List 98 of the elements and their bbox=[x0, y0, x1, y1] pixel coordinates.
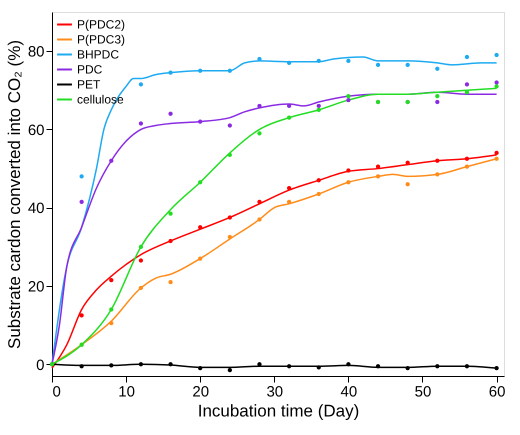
y-tick-label: 60 bbox=[28, 122, 44, 139]
point bbox=[464, 364, 470, 368]
x-tick-label: 40 bbox=[340, 384, 358, 400]
point bbox=[464, 54, 470, 60]
point bbox=[316, 178, 321, 182]
point bbox=[80, 313, 84, 318]
point bbox=[494, 80, 499, 85]
point bbox=[168, 362, 173, 366]
point bbox=[435, 158, 440, 163]
point bbox=[406, 160, 410, 165]
point bbox=[228, 234, 232, 240]
point bbox=[198, 119, 202, 124]
point bbox=[138, 82, 144, 87]
point bbox=[406, 182, 410, 186]
x-tick-label: 0 bbox=[52, 384, 61, 400]
point bbox=[228, 123, 232, 128]
point bbox=[198, 68, 202, 73]
point bbox=[346, 362, 351, 366]
point bbox=[376, 62, 380, 67]
point bbox=[168, 112, 173, 116]
point bbox=[198, 225, 202, 230]
point bbox=[168, 211, 173, 216]
legend-label: PET bbox=[77, 78, 102, 92]
point bbox=[464, 156, 470, 161]
point bbox=[109, 321, 114, 326]
legend-label: P(PDC3) bbox=[77, 32, 126, 46]
x-tick-label: 30 bbox=[266, 384, 284, 400]
point bbox=[435, 364, 440, 368]
point bbox=[346, 98, 351, 102]
x-tick-label: 60 bbox=[488, 384, 506, 400]
point bbox=[494, 84, 499, 88]
point bbox=[109, 307, 114, 312]
y-tick-label: 20 bbox=[28, 278, 44, 296]
x-tick-label: 50 bbox=[414, 384, 432, 400]
point bbox=[286, 364, 292, 368]
point bbox=[435, 100, 440, 104]
point bbox=[168, 70, 173, 75]
point bbox=[346, 168, 351, 173]
point bbox=[168, 238, 173, 244]
point bbox=[138, 362, 144, 366]
point bbox=[80, 200, 84, 204]
point bbox=[464, 164, 470, 169]
point bbox=[138, 244, 144, 249]
point bbox=[346, 58, 351, 64]
point bbox=[286, 60, 292, 65]
point bbox=[376, 364, 380, 368]
point bbox=[138, 286, 144, 290]
point bbox=[435, 66, 440, 71]
point bbox=[316, 192, 321, 196]
point bbox=[316, 58, 321, 64]
legend-label: P(PDC2) bbox=[77, 18, 126, 32]
point bbox=[376, 174, 380, 179]
point bbox=[228, 68, 232, 73]
y-axis-title: Substrate cardon converted into CO₂ (%) bbox=[4, 40, 24, 349]
x-tick-label: 20 bbox=[192, 384, 210, 400]
point bbox=[228, 368, 232, 372]
point bbox=[286, 186, 292, 190]
point bbox=[168, 280, 173, 284]
y-tick-label: 40 bbox=[28, 200, 44, 218]
point bbox=[406, 366, 410, 370]
legend-label: PDC bbox=[77, 62, 103, 76]
legend-label: BHPDC bbox=[77, 48, 120, 62]
x-tick-label: 10 bbox=[118, 384, 135, 400]
point bbox=[138, 258, 144, 263]
y-tick-label: 80 bbox=[28, 44, 44, 61]
x-axis-title: Incubation time (Day) bbox=[198, 402, 360, 420]
point bbox=[346, 94, 351, 98]
point bbox=[257, 200, 262, 204]
point bbox=[257, 362, 262, 366]
point bbox=[109, 278, 114, 282]
point bbox=[494, 366, 499, 370]
point bbox=[80, 174, 84, 179]
point bbox=[286, 200, 292, 204]
point bbox=[464, 82, 470, 87]
point bbox=[198, 180, 202, 184]
point bbox=[316, 104, 321, 108]
point bbox=[228, 215, 232, 220]
point bbox=[257, 131, 262, 136]
point bbox=[198, 366, 202, 370]
point bbox=[109, 363, 114, 368]
point bbox=[494, 156, 499, 161]
point bbox=[286, 116, 292, 120]
point bbox=[109, 158, 114, 163]
point bbox=[80, 364, 84, 368]
point bbox=[316, 365, 321, 370]
point bbox=[198, 256, 202, 261]
point bbox=[228, 152, 232, 157]
point bbox=[257, 217, 262, 222]
point bbox=[494, 150, 499, 156]
point bbox=[406, 62, 410, 67]
point bbox=[316, 108, 321, 112]
point bbox=[464, 90, 470, 94]
point bbox=[346, 180, 351, 184]
point bbox=[138, 121, 144, 126]
point bbox=[435, 94, 440, 98]
y-tick-label: 0 bbox=[36, 356, 44, 374]
point bbox=[435, 172, 440, 177]
point bbox=[494, 52, 499, 58]
